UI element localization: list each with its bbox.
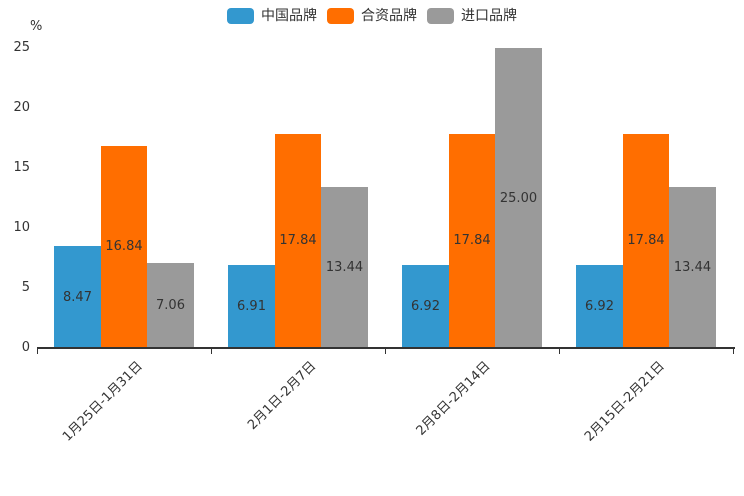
bar-value-label: 16.84 — [105, 239, 143, 255]
x-axis-tick — [211, 349, 212, 354]
x-axis-label-3: 2月8日-2月14日 — [413, 358, 494, 439]
bar-value-label: 8.47 — [63, 289, 92, 305]
bar-import-brand-g3[interactable]: 25.00 — [495, 48, 542, 348]
bar-joint-venture-brand-g3[interactable]: 17.84 — [448, 133, 496, 348]
bar-value-label: 17.84 — [627, 233, 665, 249]
legend-item-china-brand[interactable]: 中国品牌 — [227, 8, 317, 24]
x-axis-tick — [733, 349, 734, 354]
bar-value-label: 6.92 — [411, 298, 440, 314]
bar-value-label: 17.84 — [453, 233, 491, 249]
y-axis-unit-label: % — [30, 19, 43, 34]
legend: 中国品牌 合资品牌 进口品牌 — [0, 8, 744, 24]
y-tick-label: 15 — [13, 160, 30, 175]
legend-item-joint-venture-brand[interactable]: 合资品牌 — [327, 8, 417, 24]
y-tick-label: 10 — [13, 220, 30, 235]
bar-import-brand-g4[interactable]: 13.44 — [669, 186, 716, 348]
x-axis-tick — [37, 349, 38, 354]
y-tick-label: 5 — [21, 280, 30, 295]
bar-joint-venture-brand-g1[interactable]: 16.84 — [100, 145, 148, 348]
legend-swatch-icon — [427, 8, 454, 24]
y-tick-label: 25 — [13, 40, 30, 55]
bar-value-label: 13.44 — [325, 259, 364, 275]
bar-value-label: 6.92 — [585, 298, 614, 314]
legend-swatch-icon — [227, 8, 254, 24]
bar-china-brand-g2[interactable]: 6.91 — [228, 265, 275, 348]
x-axis-line — [37, 347, 735, 349]
bar-value-label: 13.44 — [673, 259, 712, 275]
bar-china-brand-g3[interactable]: 6.92 — [402, 264, 449, 348]
bar-value-label: 7.06 — [156, 298, 185, 314]
legend-label: 进口品牌 — [461, 8, 517, 24]
x-axis-label-4: 2月15日-2月21日 — [581, 358, 668, 445]
bar-import-brand-g1[interactable]: 7.06 — [147, 263, 194, 348]
bar-value-label: 6.91 — [237, 299, 266, 315]
bar-china-brand-g1[interactable]: 8.47 — [54, 246, 101, 348]
legend-label: 合资品牌 — [361, 8, 417, 24]
legend-item-import-brand[interactable]: 进口品牌 — [427, 8, 517, 24]
x-axis-label-1: 1月25日-1月31日 — [59, 358, 146, 445]
x-axis-label-2: 2月1日-2月7日 — [245, 358, 320, 433]
x-axis-tick — [385, 349, 386, 354]
bar-value-label: 25.00 — [499, 190, 538, 206]
bar-import-brand-g2[interactable]: 13.44 — [321, 186, 368, 348]
bar-joint-venture-brand-g2[interactable]: 17.84 — [274, 133, 322, 348]
bar-china-brand-g4[interactable]: 6.92 — [576, 264, 623, 348]
bar-joint-venture-brand-g4[interactable]: 17.84 — [622, 133, 670, 348]
bar-value-label: 17.84 — [279, 233, 317, 249]
legend-swatch-icon — [327, 8, 354, 24]
x-axis-tick — [559, 349, 560, 354]
y-tick-label: 20 — [13, 100, 30, 115]
y-tick-label: 0 — [21, 340, 30, 355]
legend-label: 中国品牌 — [261, 8, 317, 24]
